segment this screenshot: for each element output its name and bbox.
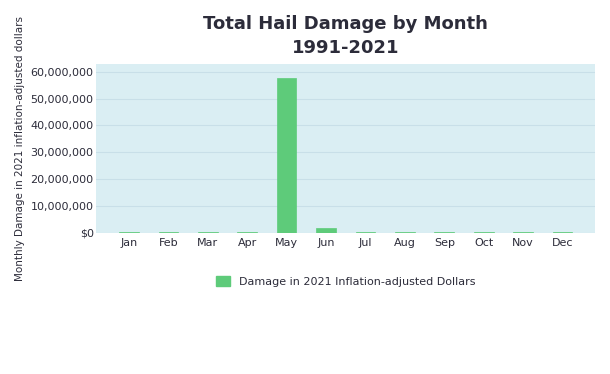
Legend: Damage in 2021 Inflation-adjusted Dollars: Damage in 2021 Inflation-adjusted Dollar… <box>212 272 479 291</box>
Bar <box>198 232 218 233</box>
Bar <box>474 232 493 233</box>
Bar <box>277 79 296 233</box>
Y-axis label: Monthly Damage in 2021 inflation-adjusted dollars: Monthly Damage in 2021 inflation-adjuste… <box>15 16 25 281</box>
Bar <box>119 232 139 233</box>
Bar <box>237 232 257 233</box>
Title: Total Hail Damage by Month
1991-2021: Total Hail Damage by Month 1991-2021 <box>203 15 488 56</box>
Bar <box>159 232 178 233</box>
Bar <box>513 232 533 233</box>
Bar <box>395 232 415 233</box>
Bar <box>316 228 336 233</box>
